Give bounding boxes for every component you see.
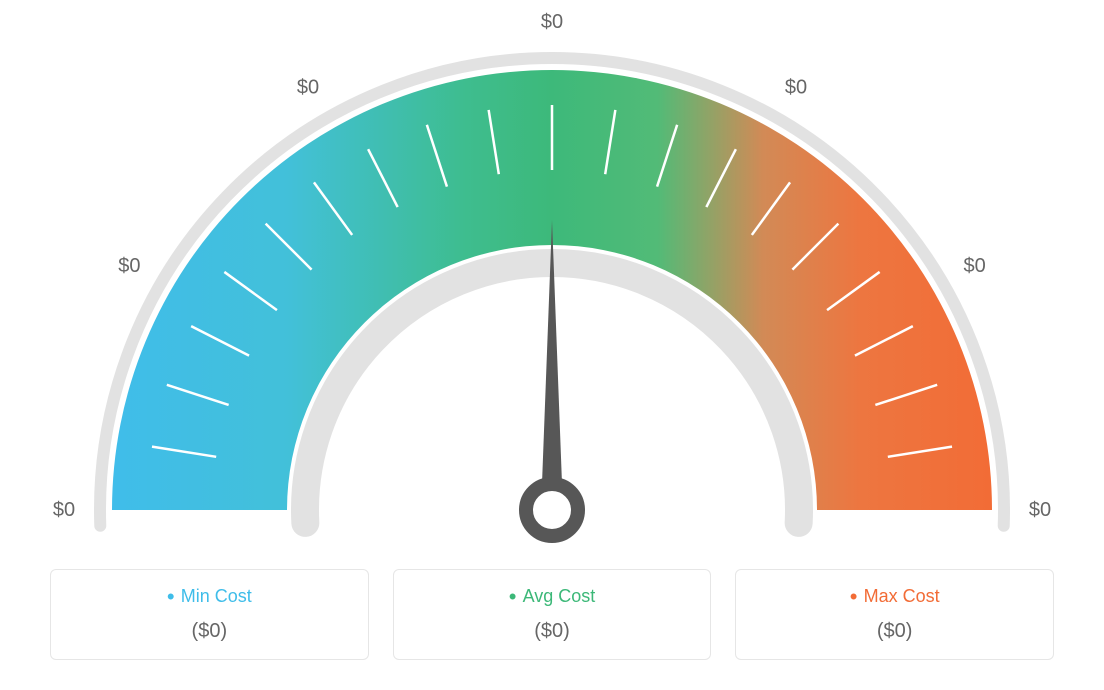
legend-card-avg: Avg Cost ($0) [393,569,712,660]
gauge-tick-label: $0 [297,76,319,98]
legend-row: Min Cost ($0) Avg Cost ($0) Max Cost ($0… [50,569,1054,660]
gauge-needle-hub [526,484,578,536]
gauge-tick-label: $0 [1029,499,1051,521]
legend-card-max: Max Cost ($0) [735,569,1054,660]
legend-label-min: Min Cost [69,584,350,610]
gauge-tick-label: $0 [541,11,563,33]
legend-value-min: ($0) [69,620,350,643]
legend-label-max: Max Cost [754,584,1035,610]
cost-gauge-chart: $0 $0 $0 $0 $0 $0 $0 [0,0,1104,570]
legend-card-min: Min Cost ($0) [50,569,369,660]
gauge-tick-label: $0 [118,255,140,277]
gauge-tick-label: $0 [785,76,807,98]
gauge-tick-label: $0 [53,499,75,521]
legend-value-max: ($0) [754,620,1035,643]
legend-label-avg: Avg Cost [412,584,693,610]
legend-value-avg: ($0) [412,620,693,643]
gauge-tick-label: $0 [963,255,985,277]
gauge-svg: $0 $0 $0 $0 $0 $0 $0 [0,0,1104,570]
